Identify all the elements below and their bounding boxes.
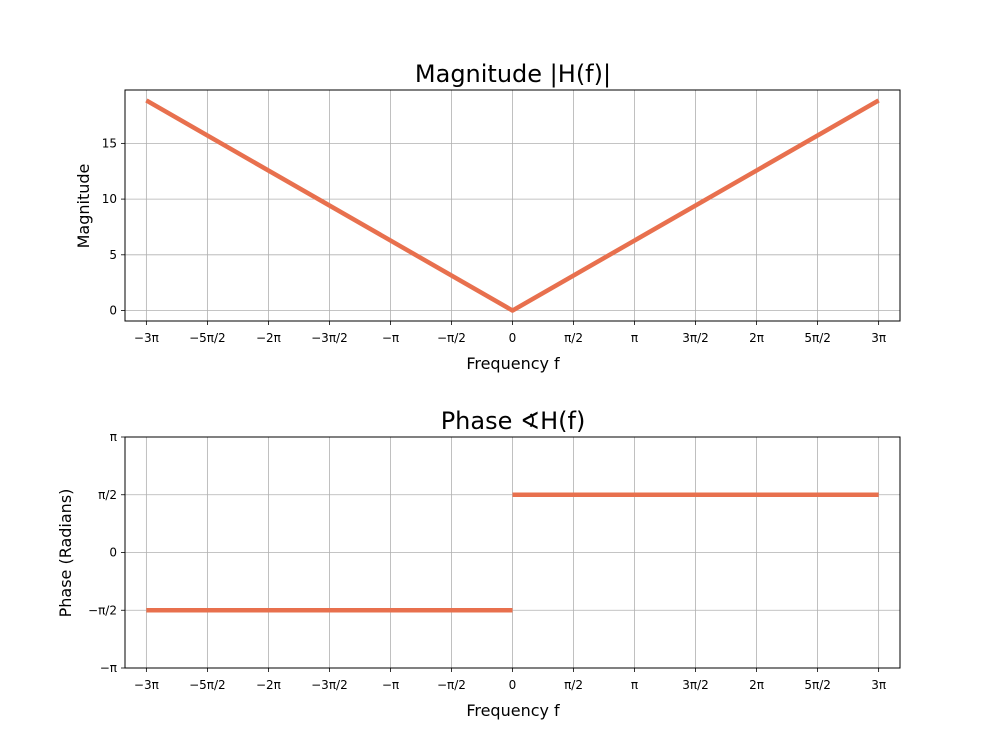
- x-tick-label: 0: [509, 331, 517, 345]
- axes-frame: [124, 89, 901, 322]
- x-tick-label: −3π: [134, 678, 159, 692]
- series-line: [145, 98, 880, 313]
- axes-frame: [124, 436, 901, 669]
- y-tick-label: 5: [109, 248, 117, 262]
- x-tick-label: π/2: [564, 678, 583, 692]
- x-tick-label: −5π/2: [189, 678, 226, 692]
- x-tick-label: 2π: [749, 331, 764, 345]
- x-tick-label: 5π/2: [804, 678, 831, 692]
- x-tick-label: −3π/2: [311, 678, 348, 692]
- phase-chart: Phase ∢H(f) Frequency f Phase (Radians) …: [56, 407, 901, 720]
- x-tick-label: 3π/2: [682, 331, 709, 345]
- x-tick-label: −3π: [134, 331, 159, 345]
- y-tick-label: 0: [109, 304, 117, 318]
- x-tick-label: 5π/2: [804, 331, 831, 345]
- phase-xlabel: Frequency f: [466, 701, 560, 720]
- x-tick-label: π: [631, 331, 638, 345]
- x-tick-label: π: [631, 678, 638, 692]
- magnitude-chart: Magnitude |H(f)| Frequency f Magnitude −…: [74, 60, 901, 373]
- x-tick-label: −3π/2: [311, 331, 348, 345]
- x-tick-label: 3π/2: [682, 678, 709, 692]
- magnitude-xlabel: Frequency f: [466, 354, 560, 373]
- phase-ylabel: Phase (Radians): [56, 489, 75, 618]
- phase-title: Phase ∢H(f): [441, 407, 586, 435]
- x-tick-label: −5π/2: [189, 331, 226, 345]
- y-tick-label: π/2: [98, 488, 117, 502]
- x-tick-label: π/2: [564, 331, 583, 345]
- y-tick-label: 10: [102, 192, 117, 206]
- y-tick-label: −π: [100, 661, 117, 675]
- magnitude-title: Magnitude |H(f)|: [415, 60, 611, 88]
- x-tick-label: −π/2: [437, 678, 466, 692]
- x-tick-label: −π/2: [437, 331, 466, 345]
- x-tick-label: −π: [382, 331, 399, 345]
- x-tick-label: −2π: [256, 678, 281, 692]
- x-tick-label: −π: [382, 678, 399, 692]
- x-tick-label: 0: [509, 678, 517, 692]
- x-tick-label: 3π: [871, 331, 886, 345]
- y-tick-label: 15: [102, 136, 117, 150]
- x-tick-label: −2π: [256, 331, 281, 345]
- y-tick-label: 0: [109, 546, 117, 560]
- x-tick-label: 3π: [871, 678, 886, 692]
- x-tick-label: 2π: [749, 678, 764, 692]
- y-tick-label: −π/2: [88, 603, 117, 617]
- y-tick-label: π: [110, 430, 117, 444]
- magnitude-ylabel: Magnitude: [74, 164, 93, 249]
